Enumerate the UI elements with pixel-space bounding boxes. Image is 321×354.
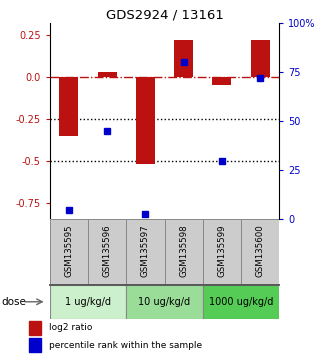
Text: GSM135600: GSM135600 <box>256 225 265 278</box>
Bar <box>126 219 164 285</box>
Bar <box>203 219 241 285</box>
Bar <box>98 72 117 77</box>
Text: 1 ug/kg/d: 1 ug/kg/d <box>65 297 111 307</box>
Bar <box>174 40 193 77</box>
Bar <box>88 219 126 285</box>
Text: GSM135595: GSM135595 <box>65 225 74 277</box>
Text: 10 ug/kg/d: 10 ug/kg/d <box>138 297 191 307</box>
Bar <box>164 219 203 285</box>
Bar <box>136 77 155 164</box>
Bar <box>212 77 231 85</box>
Bar <box>50 285 126 319</box>
Bar <box>29 338 41 352</box>
Bar <box>29 321 41 335</box>
Bar <box>59 77 78 136</box>
Text: log2 ratio: log2 ratio <box>49 323 93 332</box>
Bar <box>203 285 279 319</box>
Text: GSM135598: GSM135598 <box>179 225 188 277</box>
Text: GSM135597: GSM135597 <box>141 225 150 277</box>
Text: dose: dose <box>2 297 26 307</box>
Bar <box>241 219 279 285</box>
Bar <box>50 219 88 285</box>
Text: GSM135596: GSM135596 <box>103 225 112 277</box>
Bar <box>126 285 203 319</box>
Title: GDS2924 / 13161: GDS2924 / 13161 <box>106 9 223 22</box>
Text: GSM135599: GSM135599 <box>217 225 226 277</box>
Text: percentile rank within the sample: percentile rank within the sample <box>49 341 203 350</box>
Bar <box>251 40 270 77</box>
Text: 1000 ug/kg/d: 1000 ug/kg/d <box>209 297 273 307</box>
